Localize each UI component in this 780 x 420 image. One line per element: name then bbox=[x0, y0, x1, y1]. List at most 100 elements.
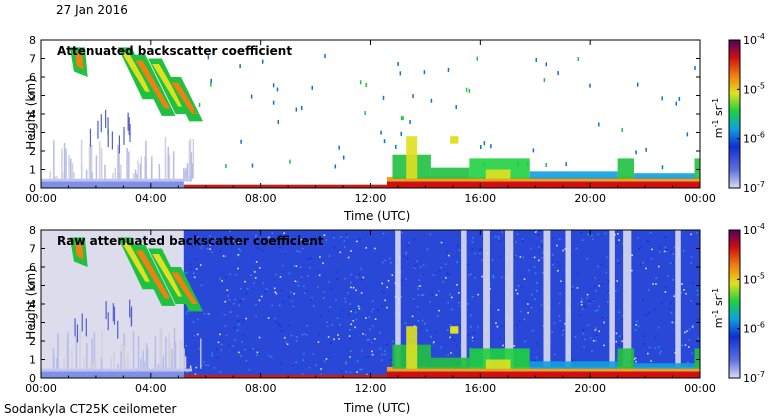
speckle bbox=[483, 141, 486, 146]
noise-speck bbox=[429, 301, 431, 303]
noise-speck bbox=[347, 313, 350, 316]
noise-speck bbox=[670, 301, 672, 304]
noise-speck bbox=[310, 298, 312, 301]
noise-speck bbox=[279, 325, 282, 328]
y-tick-label: 4 bbox=[29, 108, 36, 121]
noise-speck bbox=[581, 298, 583, 300]
noise-speck bbox=[604, 232, 607, 235]
noise-speck bbox=[224, 276, 227, 279]
noise-speck bbox=[696, 232, 698, 234]
noise-speck bbox=[643, 335, 646, 337]
noise-speck bbox=[306, 334, 308, 336]
noise-speck bbox=[219, 278, 222, 280]
noise-speck bbox=[350, 310, 352, 313]
noise-speck bbox=[354, 311, 357, 314]
noise-speck bbox=[296, 250, 299, 253]
noise-speck bbox=[497, 309, 500, 311]
noise-speck bbox=[594, 329, 597, 331]
noise-speck bbox=[349, 303, 352, 305]
noise-speck bbox=[328, 311, 330, 313]
speckle bbox=[399, 71, 402, 76]
low-cloud bbox=[469, 158, 530, 179]
boundary-layer-haze bbox=[41, 368, 193, 372]
noise-speck bbox=[344, 297, 346, 300]
y-tick-label: 4 bbox=[29, 298, 36, 311]
noise-speck bbox=[209, 248, 211, 250]
noise-speck bbox=[204, 364, 207, 366]
noise-speck bbox=[648, 311, 650, 314]
haze-column bbox=[120, 351, 122, 369]
plot-background bbox=[41, 40, 700, 188]
noise-speck bbox=[650, 360, 652, 362]
noise-speck bbox=[655, 283, 657, 285]
noise-speck bbox=[473, 277, 476, 279]
noise-speck bbox=[582, 328, 584, 331]
cirrus-core bbox=[135, 60, 171, 109]
noise-speck bbox=[684, 331, 686, 334]
cirrus-core bbox=[171, 272, 198, 304]
noise-speck bbox=[617, 259, 619, 262]
noise-speck bbox=[381, 305, 383, 308]
noise-speck bbox=[360, 368, 363, 371]
noise-speck bbox=[500, 276, 503, 279]
noise-speck bbox=[413, 267, 416, 269]
noise-speck bbox=[224, 255, 227, 258]
noise-speck bbox=[538, 246, 540, 248]
noise-speck bbox=[306, 324, 308, 327]
noise-speck bbox=[551, 253, 554, 256]
noise-speck bbox=[432, 274, 435, 276]
noise-speck bbox=[297, 284, 300, 287]
noise-speck bbox=[315, 364, 318, 366]
noise-speck bbox=[641, 299, 644, 301]
noise-speck bbox=[429, 233, 432, 236]
noise-speck bbox=[198, 347, 201, 350]
noise-speck bbox=[576, 287, 579, 289]
speckle bbox=[400, 131, 402, 136]
noise-speck bbox=[433, 341, 435, 343]
noise-speck bbox=[193, 336, 195, 339]
noise-speck bbox=[362, 333, 364, 335]
noise-speck bbox=[670, 311, 673, 314]
haze-column bbox=[61, 171, 64, 179]
colorbar-tick-label: 10-7 bbox=[743, 180, 765, 195]
noise-speck bbox=[422, 294, 425, 296]
haze-column bbox=[171, 348, 173, 369]
y-tick-label: 5 bbox=[29, 280, 36, 293]
noise-speck bbox=[635, 324, 638, 326]
noise-speck bbox=[281, 329, 283, 332]
noise-speck bbox=[228, 299, 231, 301]
noise-speck bbox=[672, 279, 674, 281]
noise-speck bbox=[416, 260, 418, 263]
noise-speck bbox=[325, 358, 328, 360]
low-cloud bbox=[485, 359, 511, 369]
noise-speck bbox=[328, 255, 331, 257]
blue-column bbox=[113, 306, 116, 325]
blue-column bbox=[129, 299, 131, 318]
haze-column bbox=[184, 169, 186, 179]
noise-speck bbox=[571, 287, 573, 290]
noise-speck bbox=[686, 330, 688, 333]
speckle bbox=[402, 116, 404, 121]
noise-speck bbox=[606, 301, 609, 303]
x-tick-label: 04:00 bbox=[135, 382, 167, 395]
noise-speck bbox=[696, 289, 699, 292]
noise-speck bbox=[192, 272, 195, 275]
noise-speck bbox=[213, 367, 216, 369]
noise-speck bbox=[536, 282, 538, 284]
noise-gap bbox=[461, 230, 467, 378]
noise-speck bbox=[292, 305, 295, 308]
haze-column bbox=[132, 172, 135, 179]
noise-speck bbox=[337, 334, 339, 336]
noise-speck bbox=[233, 302, 235, 305]
noise-speck bbox=[193, 335, 196, 337]
noise-speck bbox=[258, 243, 260, 245]
noise-speck bbox=[534, 359, 536, 362]
speckle bbox=[577, 56, 580, 61]
noise-speck bbox=[571, 359, 574, 362]
noise-speck bbox=[691, 352, 694, 355]
noise-speck bbox=[201, 244, 204, 247]
noise-speck bbox=[438, 309, 440, 312]
noise-speck bbox=[597, 233, 600, 236]
noise-speck bbox=[582, 332, 585, 335]
noise-speck bbox=[195, 366, 198, 369]
